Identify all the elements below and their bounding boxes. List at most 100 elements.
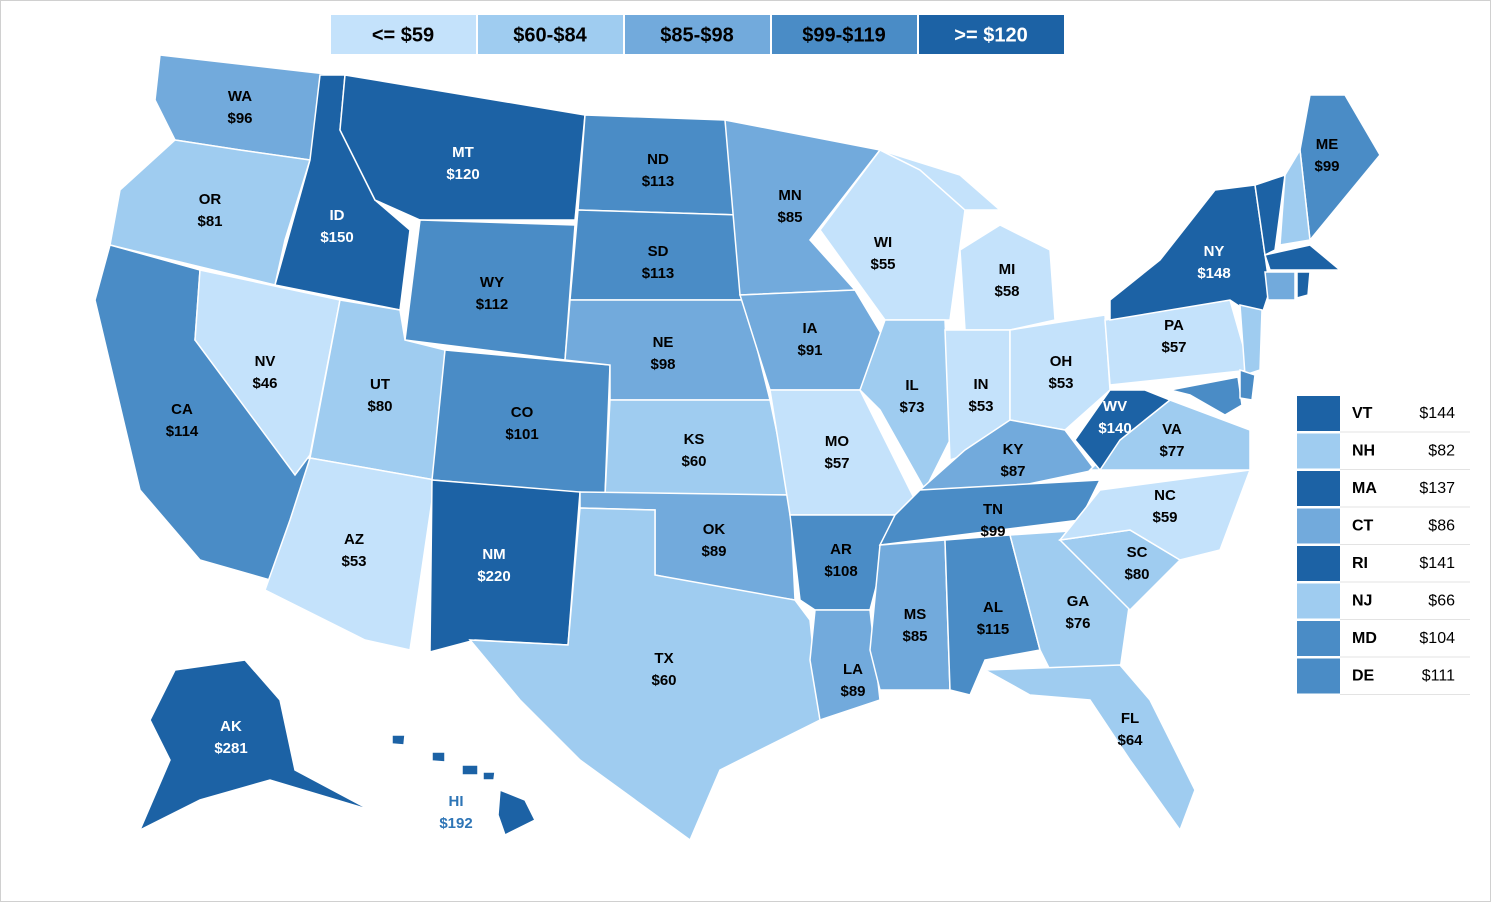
state-code: AR (830, 541, 852, 558)
state-code: WY (480, 274, 504, 291)
table-code: MD (1352, 630, 1377, 647)
state-code: AK (220, 718, 242, 735)
state (869, 539, 951, 691)
state (982, 664, 1196, 832)
state-value: $53 (341, 553, 366, 570)
state-code: AZ (344, 531, 364, 548)
state-code: VA (1162, 421, 1182, 438)
table-code: RI (1352, 555, 1368, 572)
state (1254, 173, 1286, 257)
legend-swatch (331, 15, 476, 54)
state-value: $99 (1314, 158, 1339, 175)
state-value: $115 (977, 621, 1010, 638)
state-value: $76 (1065, 615, 1090, 632)
state-code: IL (905, 377, 918, 394)
state-value: $113 (642, 173, 675, 190)
state-value: $113 (642, 265, 675, 282)
state-code: KY (1003, 441, 1024, 458)
table-value: $137 (1419, 480, 1455, 497)
state-code: LA (843, 661, 863, 678)
table-value: $111 (1422, 668, 1455, 685)
table-swatch (1297, 658, 1340, 694)
state-value: $96 (227, 110, 252, 127)
state-code: CA (171, 401, 193, 418)
state-value: $81 (197, 213, 222, 230)
table-code: VT (1352, 405, 1373, 422)
state-code: ND (647, 151, 669, 168)
state-value: $91 (797, 342, 822, 359)
table-code: MA (1352, 480, 1377, 497)
state-code: NC (1154, 487, 1176, 504)
state-code: AL (983, 599, 1003, 616)
table-value: $82 (1428, 443, 1455, 460)
table-code: NJ (1352, 593, 1372, 610)
table-swatch (1297, 546, 1340, 581)
state-code: NY (1204, 243, 1225, 260)
table-value: $86 (1428, 518, 1455, 535)
state-value: $112 (476, 296, 509, 313)
state-code: FL (1121, 710, 1139, 727)
state-value: $73 (899, 399, 924, 416)
state-code: PA (1164, 317, 1184, 334)
state (1009, 314, 1111, 431)
state-code: UT (370, 376, 390, 393)
state-value: $89 (701, 543, 726, 560)
table-value: $66 (1428, 593, 1455, 610)
state-value: $80 (1124, 566, 1149, 583)
state-value: $192 (439, 815, 472, 832)
state-value: $99 (980, 523, 1005, 540)
state (1058, 469, 1252, 561)
state-code: OR (199, 191, 222, 208)
state-code: WA (228, 88, 252, 105)
state-code: OH (1050, 353, 1073, 370)
state (724, 119, 882, 296)
state-value: $57 (824, 455, 849, 472)
state-value: $101 (505, 426, 538, 443)
state (1296, 271, 1311, 299)
state-value: $148 (1197, 265, 1230, 282)
table-swatch (1297, 433, 1340, 469)
state-value: $55 (870, 256, 895, 273)
state-value: $85 (777, 209, 802, 226)
state-value: $87 (1000, 463, 1025, 480)
state (468, 507, 821, 842)
table-code: NH (1352, 443, 1375, 460)
state (391, 734, 537, 837)
state (1169, 376, 1243, 416)
state-code: TX (654, 650, 673, 667)
table-code: CT (1352, 518, 1374, 535)
legend-label: $60-$84 (513, 24, 587, 46)
state (878, 479, 1102, 546)
state (1264, 271, 1296, 301)
state-value: $60 (681, 453, 706, 470)
legend-swatch (625, 15, 770, 54)
state (429, 479, 581, 653)
state-code: MI (999, 261, 1016, 278)
legend-swatch (919, 15, 1064, 54)
table-value: $141 (1419, 555, 1455, 572)
state-code: MN (778, 187, 801, 204)
state (194, 269, 341, 477)
legend-swatch (478, 15, 623, 54)
state-code: ME (1316, 136, 1339, 153)
state-code: IN (974, 376, 989, 393)
state (1279, 147, 1311, 246)
state-code: OK (703, 521, 726, 538)
state-value: $58 (994, 283, 1019, 300)
state-value: $59 (1152, 509, 1177, 526)
state (109, 139, 311, 286)
state-code: HI (449, 793, 464, 810)
legend-label: $99-$119 (802, 24, 885, 46)
state-value: $120 (446, 166, 479, 183)
state-value: $57 (1161, 339, 1186, 356)
legend-label: $85-$98 (660, 24, 733, 46)
legend-swatch (772, 15, 917, 54)
inset-table: VT $144 NH $82 MA $137 CT $86 RI $141 NJ $66 MD $104 D… (1297, 396, 1470, 695)
state-code: NE (653, 334, 674, 351)
state (138, 659, 371, 832)
state-labels: WA $96 OR $81 CA $114 NV $46 ID $150 MT $120 WY $112 U… (166, 88, 1340, 832)
state-value: $85 (902, 628, 927, 645)
state-code: WI (874, 234, 892, 251)
state-value: $46 (252, 375, 277, 392)
table-swatch (1297, 583, 1340, 619)
